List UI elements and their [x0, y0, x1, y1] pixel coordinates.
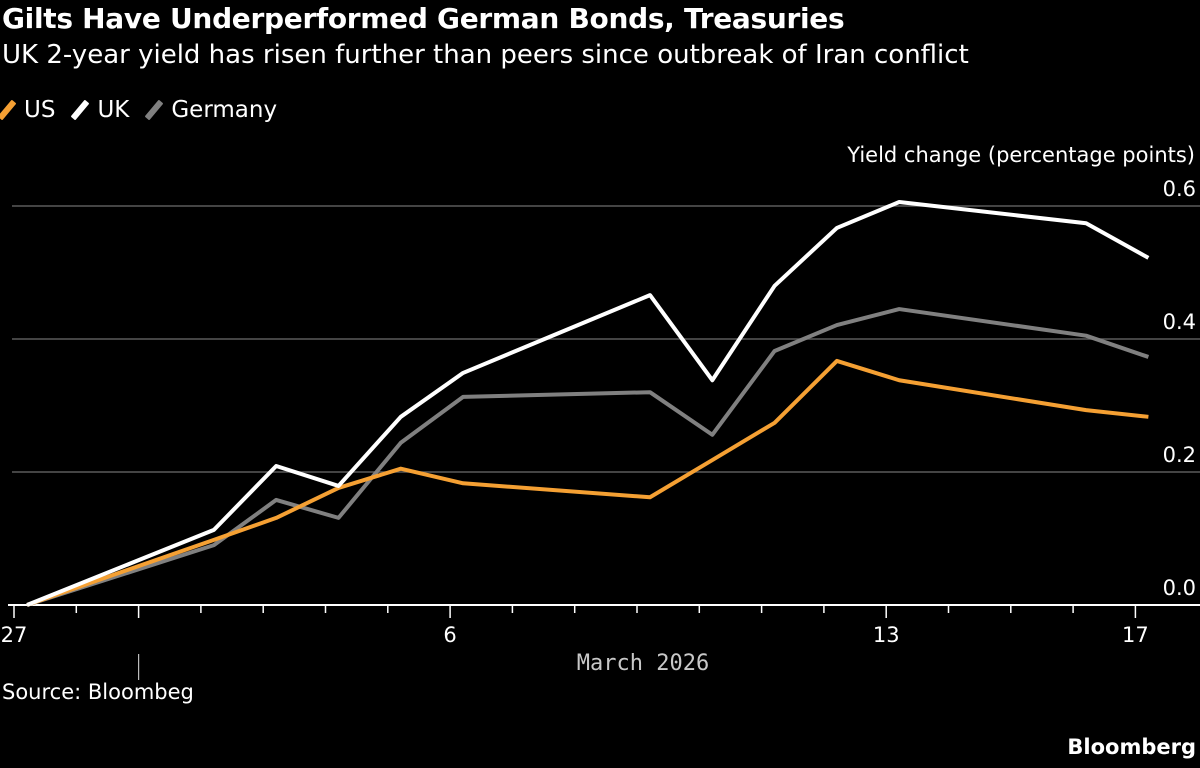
legend: US UK Germany: [0, 97, 299, 123]
legend-label-uk: UK: [97, 97, 130, 123]
series-line-germany: [26, 307, 1150, 607]
x-tick-label: 6: [443, 623, 456, 647]
y-tick-label: 0.4: [1163, 310, 1196, 334]
x-tick-label: 13: [873, 623, 900, 647]
y-axis-label: Yield change (percentage points): [847, 143, 1195, 167]
source-note: Source: Bloombeg: [2, 680, 194, 704]
legend-item-germany: Germany: [144, 97, 278, 123]
bloomberg-logo: Bloomberg: [1067, 735, 1196, 759]
x-tick-label: 17: [1122, 623, 1149, 647]
y-tick-label: 0.6: [1163, 177, 1196, 201]
series-line-us: [26, 358, 1149, 607]
chart-title: Gilts Have Underperformed German Bonds, …: [2, 2, 845, 35]
y-tick-label: 0.2: [1163, 443, 1196, 467]
y-tick-label: 0.0: [1163, 576, 1196, 600]
legend-item-uk: UK: [71, 97, 130, 123]
legend-label-us: US: [24, 97, 56, 123]
x-axis-label: March 2026: [577, 651, 709, 676]
legend-item-us: US: [0, 97, 56, 123]
legend-label-germany: Germany: [171, 97, 278, 123]
x-tick-label: 27: [1, 623, 28, 647]
chart-subtitle: UK 2-year yield has risen further than p…: [2, 40, 969, 70]
